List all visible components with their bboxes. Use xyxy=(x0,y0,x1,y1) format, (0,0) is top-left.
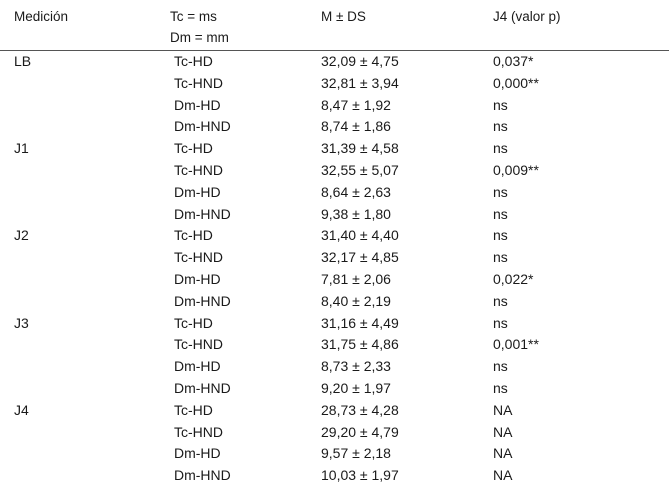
table-row: J4 Tc-HD 28,73 ± 4,28 NA xyxy=(0,399,669,421)
row-mean-sd: 31,75 ± 4,86 xyxy=(321,336,399,353)
row-mean-sd: 8,47 ± 1,92 xyxy=(321,96,391,113)
row-p-value: ns xyxy=(493,380,508,396)
row-p-value: NA xyxy=(493,445,513,462)
row-p-value: ns xyxy=(493,227,508,244)
table-row: Tc-HND 32,17 ± 4,85 ns xyxy=(0,246,669,268)
row-p-value: ns xyxy=(493,205,508,222)
table-row: J3 Tc-HD 31,16 ± 4,49 ns xyxy=(0,312,669,334)
row-p-value: ns xyxy=(493,249,508,266)
row-variable: Dm-HD xyxy=(174,445,221,462)
row-mean-sd: 28,73 ± 4,28 xyxy=(321,401,399,418)
row-mean-sd: 32,55 ± 5,07 xyxy=(321,162,399,178)
row-mean-sd: 9,20 ± 1,97 xyxy=(321,380,391,396)
row-variable: Tc-HND xyxy=(174,423,223,440)
row-variable: Dm-HND xyxy=(174,380,231,396)
row-variable: Dm-HD xyxy=(174,96,221,113)
row-mean-sd: 31,39 ± 4,58 xyxy=(321,140,399,157)
row-group-label: J2 xyxy=(14,227,29,244)
header-units-tc: Tc = ms xyxy=(170,9,217,24)
row-p-value: ns xyxy=(493,183,508,200)
row-p-value: NA xyxy=(493,423,513,440)
row-mean-sd: 32,81 ± 3,94 xyxy=(321,74,399,91)
table-header: Medición Tc = ms Dm = mm M ± DS J4 (valo… xyxy=(0,0,669,51)
header-mean-sd: M ± DS xyxy=(321,9,366,24)
row-mean-sd: 32,17 ± 4,85 xyxy=(321,249,399,266)
row-variable: Dm-HD xyxy=(174,271,221,287)
table-row: Dm-HD 7,81 ± 2,06 0,022* xyxy=(0,268,669,290)
row-variable: Tc-HD xyxy=(174,314,213,331)
row-p-value: ns xyxy=(493,292,508,309)
row-variable: Tc-HND xyxy=(174,249,223,266)
row-p-value: 0,009** xyxy=(493,162,539,178)
table-row: Dm-HND 9,20 ± 1,97 ns xyxy=(0,377,669,399)
table-row: Tc-HND 31,75 ± 4,86 0,001** xyxy=(0,333,669,355)
row-mean-sd: 32,09 ± 4,75 xyxy=(321,53,399,69)
row-mean-sd: 10,03 ± 1,97 xyxy=(321,467,399,484)
row-p-value: ns xyxy=(493,96,508,113)
row-variable: Dm-HD xyxy=(174,358,221,375)
row-group-label: LB xyxy=(14,53,32,69)
row-p-value: ns xyxy=(493,140,508,157)
table-row: Dm-HD 9,57 ± 2,18 NA xyxy=(0,442,669,464)
row-variable: Dm-HND xyxy=(174,118,231,135)
row-mean-sd: 8,64 ± 2,63 xyxy=(321,183,391,200)
header-units-dm: Dm = mm xyxy=(170,30,229,45)
row-p-value: NA xyxy=(493,401,513,418)
row-mean-sd: 31,16 ± 4,49 xyxy=(321,314,399,331)
table-row: J2 Tc-HD 31,40 ± 4,40 ns xyxy=(0,224,669,246)
row-variable: Tc-HND xyxy=(174,74,223,91)
row-mean-sd: 9,57 ± 2,18 xyxy=(321,445,391,462)
row-group-label: J1 xyxy=(14,140,29,157)
row-p-value: 0,000** xyxy=(493,74,539,91)
row-p-value: ns xyxy=(493,358,508,375)
row-variable: Tc-HND xyxy=(174,336,223,353)
row-variable: Dm-HND xyxy=(174,205,231,222)
row-p-value: NA xyxy=(493,467,513,484)
row-p-value: ns xyxy=(493,314,508,331)
header-medicion: Medición xyxy=(14,9,69,24)
table-row: Dm-HD 8,73 ± 2,33 ns xyxy=(0,355,669,377)
table-row: Dm-HND 10,03 ± 1,97 NA xyxy=(0,464,669,486)
row-variable: Dm-HND xyxy=(174,292,231,309)
table-row: Dm-HND 8,74 ± 1,86 ns xyxy=(0,115,669,137)
row-group-label: J3 xyxy=(14,314,29,331)
row-variable: Dm-HND xyxy=(174,467,231,484)
table-row: J1 Tc-HD 31,39 ± 4,58 ns xyxy=(0,137,669,159)
row-variable: Tc-HD xyxy=(174,401,213,418)
row-p-value: 0,001** xyxy=(493,336,539,353)
table-row: LB Tc-HD 32,09 ± 4,75 0,037* xyxy=(0,50,669,72)
row-mean-sd: 31,40 ± 4,40 xyxy=(321,227,399,244)
table-row: Dm-HD 8,47 ± 1,92 ns xyxy=(0,94,669,116)
table-row: Tc-HND 32,55 ± 5,07 0,009** xyxy=(0,159,669,181)
row-mean-sd: 8,40 ± 2,19 xyxy=(321,292,391,309)
row-p-value: ns xyxy=(493,118,508,135)
table-row: Dm-HND 9,38 ± 1,80 ns xyxy=(0,203,669,225)
row-variable: Tc-HD xyxy=(174,227,213,244)
row-variable: Dm-HD xyxy=(174,183,221,200)
row-variable: Tc-HD xyxy=(174,53,213,69)
row-mean-sd: 9,38 ± 1,80 xyxy=(321,205,391,222)
row-mean-sd: 29,20 ± 4,79 xyxy=(321,423,399,440)
row-group-label: J4 xyxy=(14,401,29,418)
row-mean-sd: 7,81 ± 2,06 xyxy=(321,271,391,287)
table-row: Dm-HND 8,40 ± 2,19 ns xyxy=(0,290,669,312)
table-row: Tc-HND 32,81 ± 3,94 0,000** xyxy=(0,72,669,94)
row-p-value: 0,037* xyxy=(493,53,534,69)
row-mean-sd: 8,74 ± 1,86 xyxy=(321,118,391,135)
table-row: Dm-HD 8,64 ± 2,63 ns xyxy=(0,181,669,203)
row-variable: Tc-HND xyxy=(174,162,223,178)
header-p-value: J4 (valor p) xyxy=(493,9,561,24)
table-row: Tc-HND 29,20 ± 4,79 NA xyxy=(0,421,669,443)
row-variable: Tc-HD xyxy=(174,140,213,157)
row-mean-sd: 8,73 ± 2,33 xyxy=(321,358,391,375)
row-p-value: 0,022* xyxy=(493,271,534,287)
